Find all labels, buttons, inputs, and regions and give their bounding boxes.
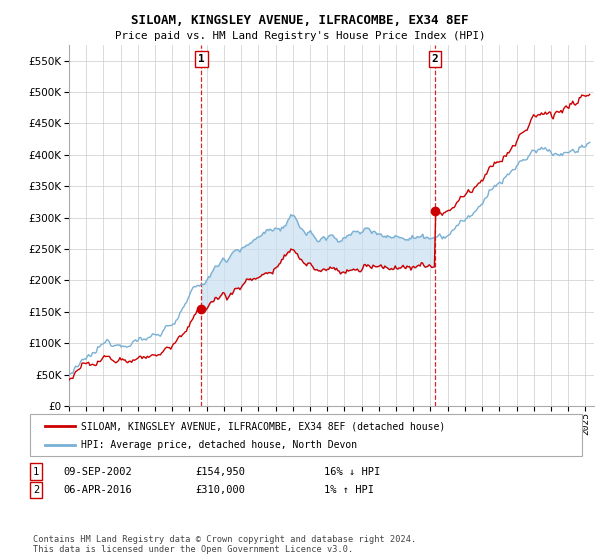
Text: HPI: Average price, detached house, North Devon: HPI: Average price, detached house, Nort… (81, 440, 357, 450)
Text: SILOAM, KINGSLEY AVENUE, ILFRACOMBE, EX34 8EF: SILOAM, KINGSLEY AVENUE, ILFRACOMBE, EX3… (131, 14, 469, 27)
Text: £154,950: £154,950 (195, 466, 245, 477)
Text: SILOAM, KINGSLEY AVENUE, ILFRACOMBE, EX34 8EF (detached house): SILOAM, KINGSLEY AVENUE, ILFRACOMBE, EX3… (81, 421, 445, 431)
Text: Price paid vs. HM Land Registry's House Price Index (HPI): Price paid vs. HM Land Registry's House … (115, 31, 485, 41)
Text: 09-SEP-2002: 09-SEP-2002 (63, 466, 132, 477)
Text: 2: 2 (432, 54, 439, 64)
Text: 1% ↑ HPI: 1% ↑ HPI (324, 485, 374, 495)
Text: 16% ↓ HPI: 16% ↓ HPI (324, 466, 380, 477)
Text: 1: 1 (33, 466, 39, 477)
Text: Contains HM Land Registry data © Crown copyright and database right 2024.
This d: Contains HM Land Registry data © Crown c… (33, 535, 416, 554)
Text: 1: 1 (198, 54, 205, 64)
Text: 2: 2 (33, 485, 39, 495)
Text: 06-APR-2016: 06-APR-2016 (63, 485, 132, 495)
Text: £310,000: £310,000 (195, 485, 245, 495)
